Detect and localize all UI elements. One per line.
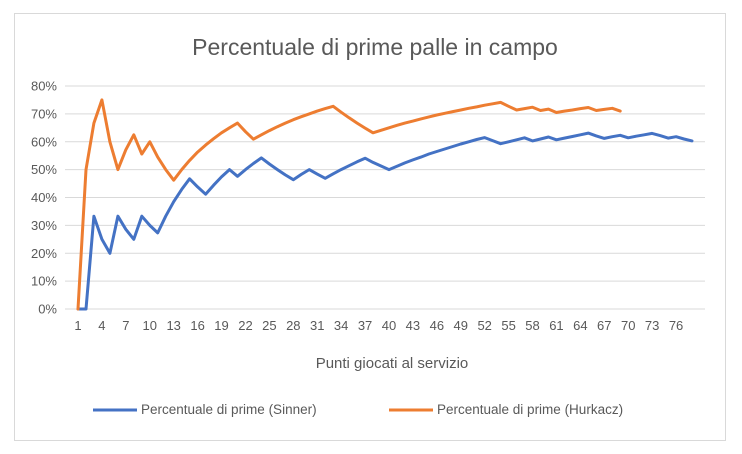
x-tick-label: 64 (573, 318, 587, 333)
x-tick-label: 40 (382, 318, 396, 333)
y-tick-label: 10% (31, 274, 57, 289)
gridlines (65, 85, 705, 310)
y-tick-label: 20% (31, 246, 57, 261)
y-axis-ticks: 0% 10% 20% 30% 40% 50% 60% 70% 80% (31, 79, 57, 317)
y-tick-label: 50% (31, 162, 57, 177)
x-tick-label: 73 (645, 318, 659, 333)
y-tick-label: 40% (31, 190, 57, 205)
x-tick-label: 13 (166, 318, 180, 333)
x-axis-ticks: 1 4 7 10 13 16 19 22 25 28 31 34 37 40 43 46 49 52 55 58 61 6… (74, 318, 683, 333)
chart-title: Percentuale di prime palle in campo (192, 34, 558, 60)
y-tick-label: 30% (31, 218, 57, 233)
x-tick-label: 31 (310, 318, 324, 333)
y-tick-label: 80% (31, 79, 57, 94)
x-tick-label: 28 (286, 318, 300, 333)
series-line-2 (76, 98, 622, 311)
x-tick-label: 16 (190, 318, 204, 333)
legend-label: Percentuale di prime (Sinner) (141, 402, 317, 417)
x-tick-label: 49 (454, 318, 468, 333)
x-tick-label: 7 (122, 318, 129, 333)
series-line-1 (76, 131, 694, 311)
y-tick-label: 70% (31, 106, 57, 121)
x-tick-label: 34 (334, 318, 348, 333)
x-tick-label: 19 (214, 318, 228, 333)
chart-frame: Percentuale di prime palle in campo 0% 10… (14, 13, 726, 441)
legend-label: Percentuale di prime (Hurkacz) (437, 402, 623, 417)
x-tick-label: 70 (621, 318, 635, 333)
x-axis-title: Punti giocati al servizio (316, 355, 469, 372)
x-tick-label: 76 (669, 318, 683, 333)
x-tick-label: 55 (501, 318, 515, 333)
series-lines (76, 98, 694, 311)
x-tick-label: 46 (430, 318, 444, 333)
x-tick-label: 67 (597, 318, 611, 333)
x-tick-label: 61 (549, 318, 563, 333)
x-tick-label: 25 (262, 318, 276, 333)
x-tick-label: 37 (358, 318, 372, 333)
y-tick-label: 60% (31, 134, 57, 149)
y-tick-label: 0% (38, 302, 57, 317)
x-tick-label: 43 (406, 318, 420, 333)
x-tick-label: 10 (143, 318, 157, 333)
chart-svg: Percentuale di prime palle in campo 0%10… (31, 34, 705, 417)
x-tick-label: 52 (477, 318, 491, 333)
x-tick-label: 1 (74, 318, 81, 333)
legend: Percentuale di prime (Sinner) Percentuale… (93, 402, 623, 417)
x-tick-label: 4 (98, 318, 105, 333)
x-tick-label: 58 (525, 318, 539, 333)
x-tick-label: 22 (238, 318, 252, 333)
